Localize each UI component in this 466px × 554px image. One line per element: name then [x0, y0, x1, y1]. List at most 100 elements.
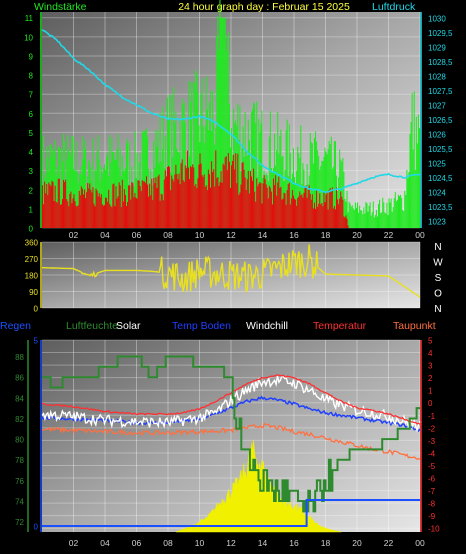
- wind-series: [42, 0, 421, 228]
- wind-x-tick: 18: [321, 230, 331, 240]
- direction-line: [42, 244, 421, 298]
- pressure-y-tick: 1024,5: [428, 174, 453, 183]
- temperature-y-tick: -3: [428, 437, 436, 446]
- wind-x-tick: 16: [289, 230, 299, 240]
- legend-windchill: Windchill: [246, 320, 288, 332]
- humidity-y-tick: 86: [15, 374, 24, 383]
- pressure-y-tick: 1029: [428, 43, 446, 52]
- climate-x-tick: 16: [289, 538, 299, 548]
- compass-label: S: [435, 273, 442, 284]
- pressure-y-tick: 1028,5: [428, 58, 453, 67]
- humidity-y-tick: 78: [15, 456, 24, 465]
- climate-x-tick: 00: [415, 538, 425, 548]
- climate-x-tick: 12: [226, 538, 236, 548]
- temperature-y-tick: 0: [428, 399, 433, 408]
- wind-x-tick: 04: [100, 230, 110, 240]
- taupunkt-line: [41, 422, 421, 461]
- pressure-y-tick: 1030: [428, 14, 446, 23]
- temperature-y-tick: -7: [428, 487, 436, 496]
- temperature-y-tick: -9: [428, 512, 436, 521]
- wind-y-tick: 11: [25, 14, 34, 23]
- pressure-y-tick: 1028: [428, 72, 446, 81]
- wind-axis-title: Windstärke: [34, 1, 87, 13]
- legend-temp-boden: Temp Boden: [172, 320, 231, 332]
- wind-y-tick: 5: [29, 129, 34, 138]
- temperature-y-tick: -6: [428, 475, 436, 484]
- humidity-y-tick: 80: [15, 436, 24, 445]
- temperature-y-tick: -1: [428, 412, 436, 421]
- wind-x-tick: 00: [415, 230, 425, 240]
- climate-grid: [42, 339, 421, 532]
- pressure-y-tick: 1025,5: [428, 145, 453, 154]
- pressure-axis-title: Luftdruck: [372, 1, 416, 13]
- pressure-series: [41, 29, 421, 193]
- luftfeuchte-line: [42, 355, 420, 513]
- temperatur-line: [41, 374, 421, 425]
- pressure-y-tick: 1027,5: [428, 87, 453, 96]
- direction-y-tick: 270: [25, 255, 39, 264]
- solar-area: [175, 439, 342, 533]
- legend-temperatur: Temperatur: [313, 320, 367, 332]
- humidity-y-tick: 88: [15, 353, 24, 362]
- temperature-y-tick: 3: [428, 362, 433, 371]
- climate-x-tick: 20: [352, 538, 362, 548]
- temperature-y-tick: 2: [428, 374, 433, 383]
- compass-label: N: [434, 304, 441, 315]
- pressure-y-tick: 1026,5: [428, 116, 453, 125]
- humidity-y-tick: 84: [15, 394, 24, 403]
- axes: 0123456789101110231023,510241024,5102510…: [15, 12, 453, 548]
- wind-x-tick: 02: [69, 230, 79, 240]
- temperature-y-tick: -10: [428, 525, 440, 534]
- humidity-y-tick: 74: [15, 498, 24, 507]
- temperature-y-tick: 5: [428, 337, 433, 346]
- wind-x-tick: 08: [163, 230, 173, 240]
- climate-x-tick: 18: [321, 538, 331, 548]
- wind-y-tick: 10: [24, 33, 33, 42]
- climate-x-tick: 10: [195, 538, 205, 548]
- wind-x-tick: 10: [195, 230, 205, 240]
- pressure-y-tick: 1024: [428, 188, 446, 197]
- humidity-y-tick: 82: [15, 415, 24, 424]
- wind-y-tick: 8: [29, 72, 34, 81]
- page-title: 24 hour graph day : Februar 15 2025: [178, 1, 350, 13]
- temperature-y-tick: -5: [428, 462, 436, 471]
- compass-label: N: [434, 242, 441, 253]
- climate-x-tick: 04: [100, 538, 110, 548]
- temperature-y-tick: 1: [428, 387, 433, 396]
- direction-y-tick: 180: [25, 272, 39, 281]
- windchill-line: [41, 374, 421, 433]
- legend-regen: Regen: [0, 320, 31, 332]
- wind-y-tick: 6: [29, 110, 34, 119]
- pressure-y-tick: 1026: [428, 130, 446, 139]
- wind-y-tick: 3: [29, 167, 34, 176]
- wind-y-tick: 4: [29, 148, 34, 157]
- wind-y-tick: 7: [29, 91, 34, 100]
- rain-y-tick: 0: [34, 523, 39, 532]
- direction-series: [42, 244, 421, 298]
- pressure-y-tick: 1027: [428, 101, 446, 110]
- climate-x-tick: 02: [69, 538, 79, 548]
- wind-x-tick: 20: [352, 230, 362, 240]
- compass-label: O: [434, 289, 442, 300]
- temperature-y-tick: 4: [428, 349, 433, 358]
- direction-y-tick: 360: [25, 239, 39, 248]
- humidity-y-tick: 76: [15, 477, 24, 486]
- wind-y-tick: 9: [29, 52, 34, 61]
- direction-y-tick: 0: [34, 305, 39, 314]
- temp-boden-line: [41, 395, 421, 433]
- legend-solar: Solar: [116, 320, 141, 332]
- climate-x-tick: 22: [384, 538, 394, 548]
- wind-x-tick: 14: [258, 230, 268, 240]
- pressure-y-tick: 1029,5: [428, 29, 453, 38]
- pressure-y-tick: 1023: [428, 217, 446, 226]
- climate-series: [41, 355, 421, 533]
- pressure-line: [41, 29, 421, 193]
- wind-y-tick: 2: [29, 186, 34, 195]
- wind-x-tick: 12: [226, 230, 236, 240]
- climate-x-tick: 14: [258, 538, 268, 548]
- regen-line: [42, 499, 420, 527]
- legend-luftfeuchte: Luftfeuchte: [66, 320, 118, 332]
- compass-label: W: [433, 258, 443, 269]
- climate-x-tick: 08: [163, 538, 173, 548]
